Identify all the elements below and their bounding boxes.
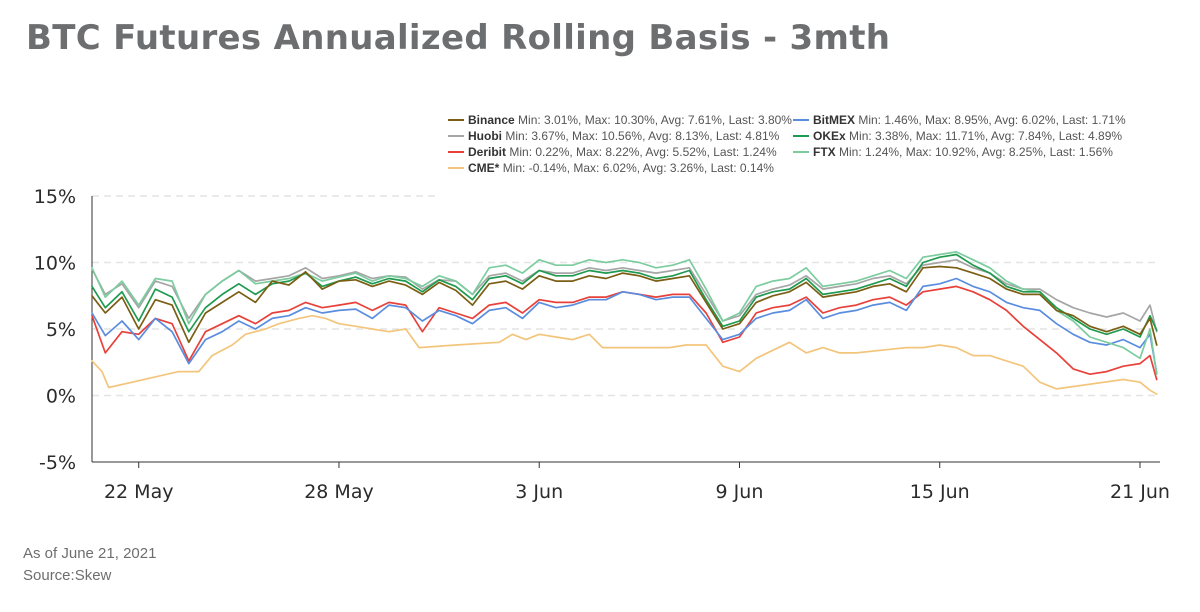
legend-label: Deribit: [468, 145, 507, 159]
legend-label: BitMEX: [813, 113, 855, 127]
series-line-ftx: [91, 251, 1158, 376]
legend-swatch: [448, 118, 464, 121]
y-tick-label: 10%: [34, 253, 76, 275]
x-tick-label: 22 May: [104, 481, 174, 503]
source-note: Source:Skew: [23, 567, 112, 584]
x-tick-label: 21 Jun: [1110, 481, 1170, 503]
legend-stats: Min: 1.46%, Max: 8.95%, Avg: 6.02%, Last…: [858, 113, 1126, 127]
series-line-cme: [91, 314, 1158, 396]
legend-swatch: [448, 150, 464, 153]
legend-item-ftx[interactable]: FTX Min: 1.24%, Max: 10.92%, Avg: 8.25%,…: [793, 144, 1113, 160]
chart-title: BTC Futures Annualized Rolling Basis - 3…: [26, 18, 891, 58]
x-tick-label: 9 Jun: [716, 481, 764, 503]
legend-swatch: [448, 166, 464, 169]
legend-label: OKEx: [813, 129, 846, 143]
legend-label: FTX: [813, 145, 836, 159]
legend-item-deribit[interactable]: Deribit Min: 0.22%, Max: 8.22%, Avg: 5.5…: [448, 144, 777, 160]
series-line-binance: [91, 265, 1158, 346]
y-tick-label: 0%: [46, 386, 76, 408]
legend-stats: Min: 3.67%, Max: 10.56%, Avg: 8.13%, Las…: [505, 129, 780, 143]
y-tick-label: -5%: [39, 452, 76, 474]
legend-item-bitmex[interactable]: BitMEX Min: 1.46%, Max: 8.95%, Avg: 6.02…: [793, 112, 1126, 128]
legend-swatch: [793, 134, 809, 137]
y-tick-label: 5%: [46, 319, 76, 341]
y-tick-label: 15%: [34, 186, 76, 208]
legend-stats: Min: 1.24%, Max: 10.92%, Avg: 8.25%, Las…: [839, 145, 1113, 159]
as-of-date: As of June 21, 2021: [23, 545, 157, 562]
legend-stats: Min: 3.38%, Max: 11.71%, Avg: 7.84%, Las…: [849, 129, 1123, 143]
legend-swatch: [793, 150, 809, 153]
legend-label: Binance: [468, 113, 515, 127]
series-line-bitmex: [91, 277, 1158, 374]
legend-stats: Min: 0.22%, Max: 8.22%, Avg: 5.52%, Last…: [509, 145, 777, 159]
legend-item-cme[interactable]: CME* Min: -0.14%, Max: 6.02%, Avg: 3.26%…: [448, 160, 774, 176]
x-tick-label: 15 Jun: [910, 481, 970, 503]
x-tick-label: 28 May: [304, 481, 374, 503]
legend-swatch: [793, 118, 809, 121]
legend-item-binance[interactable]: Binance Min: 3.01%, Max: 10.30%, Avg: 7.…: [448, 112, 792, 128]
legend-label: Huobi: [468, 129, 502, 143]
legend-label: CME*: [468, 161, 500, 175]
legend-stats: Min: -0.14%, Max: 6.02%, Avg: 3.26%, Las…: [502, 161, 774, 175]
legend-item-okex[interactable]: OKEx Min: 3.38%, Max: 11.71%, Avg: 7.84%…: [793, 128, 1122, 144]
legend-item-huobi[interactable]: Huobi Min: 3.67%, Max: 10.56%, Avg: 8.13…: [448, 128, 779, 144]
x-tick-label: 3 Jun: [515, 481, 563, 503]
legend-swatch: [448, 134, 464, 137]
legend-stats: Min: 3.01%, Max: 10.30%, Avg: 7.61%, Las…: [518, 113, 792, 127]
